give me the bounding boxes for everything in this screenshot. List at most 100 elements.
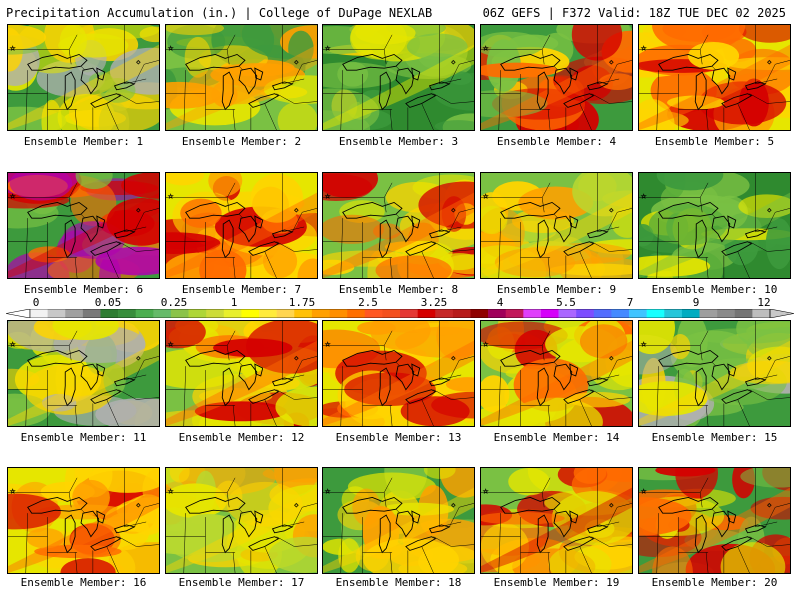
great-lake-outline bbox=[658, 53, 719, 71]
great-lake-outline bbox=[248, 241, 280, 256]
great-lake-outline bbox=[428, 229, 451, 239]
diamond-marker-icon: ◇ bbox=[136, 58, 141, 66]
precip-map: ☆◇ bbox=[639, 173, 790, 278]
ensemble-member-caption: Ensemble Member: 14 bbox=[493, 431, 620, 444]
state-boundary bbox=[656, 218, 659, 278]
state-boundary bbox=[433, 241, 474, 252]
great-lake-outline bbox=[342, 349, 403, 367]
ensemble-member-caption: Ensemble Member: 5 bbox=[654, 135, 775, 148]
state-boundary bbox=[541, 492, 545, 508]
great-lake-outline bbox=[254, 363, 264, 377]
state-boundary bbox=[74, 405, 78, 426]
colorbar-label: 4 bbox=[496, 296, 504, 309]
state-boundary bbox=[541, 49, 545, 65]
state-boundary bbox=[118, 241, 159, 252]
great-lake-outline bbox=[721, 241, 753, 256]
precip-contour bbox=[363, 538, 460, 573]
state-boundary bbox=[264, 251, 277, 278]
great-lake-outline bbox=[411, 363, 421, 377]
precip-contour bbox=[423, 468, 456, 480]
great-lake-outline bbox=[27, 53, 88, 71]
colorbar-label: 12 bbox=[757, 296, 771, 309]
great-lake-outline bbox=[536, 219, 549, 259]
ensemble-member-panel: ☆ ◇ bbox=[322, 24, 475, 131]
colorbar-swatch bbox=[259, 309, 277, 318]
ensemble-member-panel: ☆ ◇ bbox=[480, 24, 633, 131]
colorbar-swatch bbox=[241, 309, 260, 318]
precip-map: ☆◇ bbox=[8, 25, 159, 130]
state-boundary bbox=[226, 34, 236, 50]
colorbar: 0 0.05 0.25 1 1.75 2.5 3.25 4 5.5 7 9 12 bbox=[6, 296, 794, 320]
great-lake-outline bbox=[586, 524, 609, 534]
state-boundary bbox=[74, 109, 78, 130]
great-lake-outline bbox=[711, 67, 731, 95]
colorbar-label: 9 bbox=[692, 296, 700, 309]
great-lake-outline bbox=[744, 524, 767, 534]
great-lake-outline bbox=[96, 363, 106, 377]
great-lake-outline bbox=[80, 363, 100, 391]
colorbar-label: 1 bbox=[230, 296, 238, 309]
great-lake-outline bbox=[694, 219, 707, 259]
precip-contour bbox=[323, 88, 380, 130]
star-marker-icon: ☆ bbox=[168, 44, 174, 54]
precip-band bbox=[481, 44, 632, 130]
precip-contour bbox=[166, 81, 222, 109]
ensemble-member-caption: Ensemble Member: 11 bbox=[20, 431, 147, 444]
great-lake-outline bbox=[96, 510, 106, 524]
colorbar-swatch bbox=[470, 309, 489, 318]
great-lake-outline bbox=[411, 215, 421, 229]
diamond-marker-icon: ◇ bbox=[136, 354, 141, 362]
star-marker-icon: ☆ bbox=[483, 487, 489, 497]
diamond-marker-icon: ◇ bbox=[136, 206, 141, 214]
precip-map: ☆◇ bbox=[8, 321, 159, 426]
great-lake-outline bbox=[500, 201, 561, 219]
colorbar-left-arrow bbox=[6, 309, 31, 318]
title-right: 06Z GEFS | F372 Valid: 18Z TUE DEC 02 20… bbox=[482, 6, 786, 20]
precip-contour bbox=[571, 25, 623, 61]
great-lake-outline bbox=[500, 349, 561, 367]
colorbar-swatch bbox=[646, 309, 665, 318]
ensemble-member-panel: ☆ ◇ bbox=[165, 172, 318, 279]
precip-band bbox=[481, 340, 632, 426]
precip-map: ☆◇ bbox=[481, 321, 632, 426]
ensemble-member-caption: Ensemble Member: 10 bbox=[651, 283, 778, 296]
great-lake-outline bbox=[271, 81, 294, 91]
precip-contour bbox=[481, 62, 558, 79]
great-lake-outline bbox=[113, 524, 136, 534]
great-lake-outline bbox=[185, 53, 246, 71]
state-boundary bbox=[389, 552, 393, 573]
precip-contour bbox=[598, 73, 632, 91]
ensemble-member-caption: Ensemble Member: 1 bbox=[23, 135, 144, 148]
state-boundary bbox=[134, 60, 159, 84]
diamond-marker-icon: ◇ bbox=[451, 58, 456, 66]
precip-map: ☆◇ bbox=[481, 468, 632, 573]
great-lake-outline bbox=[586, 229, 609, 239]
state-boundary bbox=[705, 257, 709, 278]
colorbar-swatch bbox=[400, 309, 418, 318]
state-boundary bbox=[749, 241, 790, 252]
great-lake-outline bbox=[90, 389, 122, 404]
great-lake-outline bbox=[113, 377, 136, 387]
great-lake-outline bbox=[27, 349, 88, 367]
state-boundary bbox=[68, 477, 78, 493]
state-boundary bbox=[264, 399, 277, 426]
state-boundary bbox=[541, 182, 551, 198]
diamond-marker-icon: ◇ bbox=[451, 354, 456, 362]
colorbar-swatch bbox=[311, 309, 330, 318]
state-boundary bbox=[183, 513, 186, 573]
great-lake-outline bbox=[248, 536, 280, 551]
precip-contour bbox=[250, 173, 304, 223]
precip-band bbox=[8, 192, 159, 278]
state-boundary bbox=[737, 546, 750, 573]
precip-contour bbox=[572, 173, 632, 217]
ensemble-member-caption: Ensemble Member: 8 bbox=[338, 283, 459, 296]
precip-contour bbox=[553, 56, 632, 105]
state-boundary bbox=[232, 109, 236, 130]
ensemble-member-panel: ☆ ◇ bbox=[322, 172, 475, 279]
great-lake-outline bbox=[248, 93, 280, 108]
state-boundary bbox=[591, 93, 632, 104]
precip-contour bbox=[436, 321, 474, 361]
precip-contour bbox=[481, 31, 544, 58]
great-lake-outline bbox=[90, 93, 122, 108]
great-lake-outline bbox=[694, 367, 707, 407]
